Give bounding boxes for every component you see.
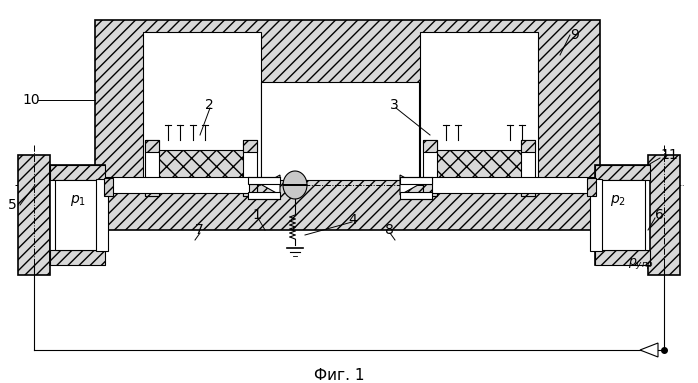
Bar — [587, 178, 596, 196]
Bar — [143, 32, 261, 180]
Bar — [423, 184, 437, 196]
Text: 4: 4 — [348, 213, 357, 227]
Text: 5: 5 — [8, 198, 17, 212]
Text: $p_1$: $p_1$ — [70, 193, 86, 208]
Bar — [432, 177, 595, 193]
Bar — [648, 155, 680, 275]
Bar — [96, 179, 108, 251]
Text: $p_2$: $p_2$ — [610, 193, 626, 208]
Text: 11: 11 — [660, 148, 678, 162]
Bar — [420, 32, 538, 180]
Polygon shape — [262, 175, 280, 195]
Bar — [145, 140, 159, 196]
Text: 7: 7 — [195, 223, 204, 237]
Bar — [155, 150, 247, 186]
Bar — [18, 155, 50, 275]
Bar — [595, 165, 650, 180]
Text: Фиг. 1: Фиг. 1 — [313, 368, 364, 383]
Text: 6: 6 — [655, 208, 664, 222]
Bar — [423, 140, 437, 152]
Bar — [243, 140, 257, 196]
Bar — [50, 165, 105, 265]
Bar — [423, 140, 437, 196]
Bar — [595, 250, 650, 265]
Bar — [261, 82, 419, 180]
Bar — [105, 177, 249, 193]
Bar — [521, 184, 535, 196]
Bar — [243, 184, 257, 196]
Text: 2: 2 — [205, 98, 214, 112]
Bar — [590, 179, 602, 251]
Bar — [521, 140, 535, 152]
Text: 10: 10 — [22, 93, 40, 107]
Bar — [595, 165, 650, 265]
Bar — [400, 192, 432, 199]
Bar — [50, 250, 105, 265]
Text: 3: 3 — [390, 98, 399, 112]
Bar — [248, 177, 280, 184]
Bar — [145, 140, 159, 152]
Bar — [95, 20, 600, 230]
Bar — [50, 165, 105, 180]
Bar — [521, 140, 535, 196]
Text: $p_{упр}$: $p_{упр}$ — [628, 256, 654, 271]
Text: 1: 1 — [252, 208, 261, 222]
Bar — [248, 192, 280, 199]
Polygon shape — [640, 343, 658, 357]
Bar — [55, 180, 101, 250]
Bar — [104, 178, 113, 196]
Bar — [243, 140, 257, 152]
Polygon shape — [283, 171, 307, 199]
Bar — [433, 150, 525, 186]
Polygon shape — [400, 175, 418, 195]
Bar — [599, 180, 645, 250]
Bar — [400, 177, 432, 184]
Bar — [145, 184, 159, 196]
Text: 9: 9 — [570, 28, 579, 42]
Text: 8: 8 — [385, 223, 394, 237]
